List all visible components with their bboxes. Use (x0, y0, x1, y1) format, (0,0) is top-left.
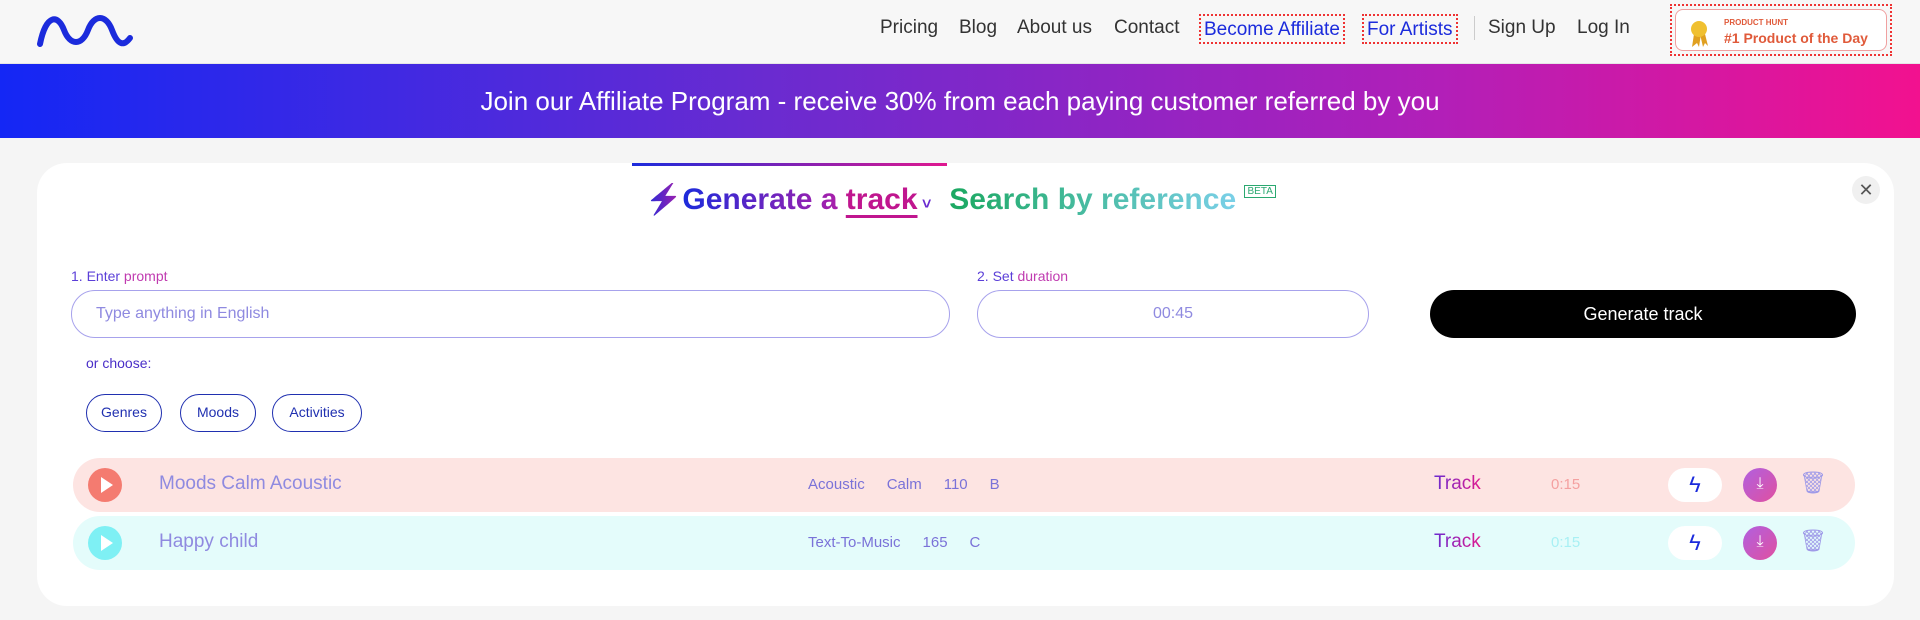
track-duration: 0:15 (1551, 476, 1581, 493)
logo[interactable] (36, 14, 134, 50)
track-type: Track (1434, 473, 1481, 494)
track-tag: C (969, 534, 981, 551)
track-tag: B (989, 476, 1000, 493)
download-icon: ⤓ (1756, 533, 1764, 550)
nav-contact[interactable]: Contact (1114, 17, 1180, 38)
track-row[interactable]: Happy child Text-To-Music 165 C Track 0:15… (73, 516, 1855, 570)
play-button[interactable] (88, 526, 122, 560)
trash-icon[interactable]: 🗑︎ (1799, 470, 1827, 495)
beta-badge: BETA (1244, 185, 1276, 198)
track-tag: Calm (886, 476, 922, 493)
mode-tabs: ⚡Generate a track ˅ Search by reference B… (645, 182, 1276, 217)
track-type-select[interactable]: track (845, 183, 918, 216)
prompt-input[interactable]: Type anything in English (71, 290, 950, 338)
prompt-label: 1. Enter prompt (71, 268, 168, 284)
badge-text: #1 Product of the Day (1724, 30, 1868, 46)
chevron-down-icon[interactable]: ˅ (917, 196, 932, 213)
product-hunt-badge[interactable]: PRODUCT HUNT #1 Product of the Day (1670, 4, 1892, 56)
track-tag: Text-To-Music (808, 534, 901, 551)
prompt-label-word: prompt (123, 268, 168, 284)
track-type: Track (1434, 531, 1481, 552)
nav-divider (1474, 16, 1475, 40)
bolt-button[interactable]: ϟ (1668, 526, 1722, 560)
track-tags: Acoustic Calm 110 B (808, 476, 1022, 493)
generate-track-button[interactable]: Generate track (1430, 290, 1856, 338)
track-tag: 165 (922, 534, 948, 551)
trash-icon[interactable]: 🗑︎ (1799, 528, 1827, 553)
bolt-icon: ⚡ (645, 183, 683, 216)
duration-input[interactable]: 00:45 (977, 290, 1369, 338)
nav-pricing[interactable]: Pricing (880, 17, 939, 38)
nav-log-in[interactable]: Log In (1577, 17, 1630, 38)
tab-search-by-reference[interactable]: Search by reference (949, 183, 1237, 216)
track-tag: 110 (943, 476, 968, 493)
nav-sign-up[interactable]: Sign Up (1488, 17, 1556, 38)
track-duration: 0:15 (1551, 534, 1581, 551)
badge-small: PRODUCT HUNT (1724, 18, 1788, 27)
play-button[interactable] (88, 468, 122, 502)
duration-label: 2. Set duration (977, 268, 1068, 284)
active-tab-indicator (632, 163, 947, 166)
track-name[interactable]: Moods Calm Acoustic (159, 473, 342, 494)
track-row[interactable]: Moods Calm Acoustic Acoustic Calm 110 B Tra… (73, 458, 1855, 512)
bolt-button[interactable]: ϟ (1668, 468, 1722, 502)
nav-become-affiliate[interactable]: Become Affiliate (1199, 14, 1345, 44)
medal-icon (1691, 21, 1708, 47)
moods-button[interactable]: Moods (180, 394, 256, 432)
activities-button[interactable]: Activities (272, 394, 362, 432)
close-button[interactable]: ✕ (1852, 176, 1880, 204)
track-name[interactable]: Happy child (159, 531, 259, 552)
or-choose-label: or choose: (86, 355, 152, 371)
download-button[interactable]: ⤓ (1743, 526, 1777, 560)
header (0, 0, 1920, 64)
track-tag: Acoustic (808, 476, 865, 493)
bolt-icon: ϟ (1689, 472, 1701, 497)
genres-button[interactable]: Genres (86, 394, 162, 432)
download-button[interactable]: ⤓ (1743, 468, 1777, 502)
tab-generate[interactable]: Generate a (682, 183, 846, 216)
affiliate-banner[interactable]: Join our Affiliate Program - receive 30%… (0, 64, 1920, 138)
prompt-label-num: 1. Enter (71, 268, 124, 284)
track-tags: Text-To-Music 165 C (808, 534, 1002, 551)
duration-label-num: 2. Set (977, 268, 1018, 284)
bolt-icon: ϟ (1689, 530, 1701, 555)
nav-blog[interactable]: Blog (959, 17, 998, 38)
duration-label-word: duration (1017, 268, 1069, 284)
download-icon: ⤓ (1756, 475, 1764, 492)
nav-for-artists[interactable]: For Artists (1362, 14, 1458, 44)
nav-about[interactable]: About us (1017, 17, 1092, 38)
